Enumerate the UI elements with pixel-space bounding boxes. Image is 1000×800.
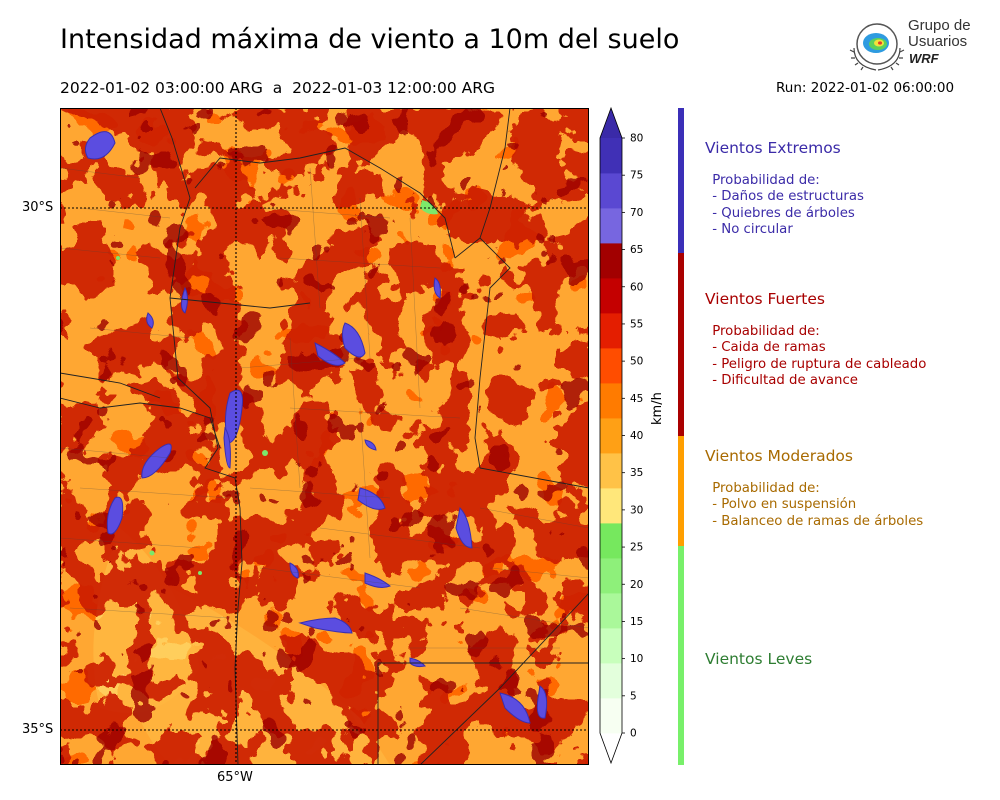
- forecast-period: 2022-01-02 03:00:00 ARG a 2022-01-03 12:…: [60, 79, 496, 97]
- colorbar-segment: [600, 453, 622, 489]
- very-strong-patches: [60, 108, 589, 765]
- light-wind-spots: [116, 200, 438, 575]
- lon-label-65w: 65°W: [217, 770, 253, 785]
- category-description: Probabilidad de: - Daños de estructuras …: [708, 173, 864, 238]
- colorbar-tick-label: 40: [630, 430, 643, 442]
- colorbar-tick-label: 50: [630, 356, 643, 368]
- category-title: Vientos Leves: [705, 650, 813, 668]
- colorbar-segment: [600, 593, 622, 629]
- logo-text: Grupo de Usuarios: [908, 18, 971, 50]
- colorbar-tick-label: 45: [630, 393, 643, 405]
- colorbar-segment: [600, 628, 622, 664]
- colorbar-segment: [600, 418, 622, 454]
- colorbar-over-arrow: [600, 108, 622, 138]
- colorbar-unit: km/h: [650, 392, 665, 425]
- lat-label-30s: 30°S: [22, 200, 54, 215]
- colorbar-segment: [600, 488, 622, 524]
- category-color-bar: [678, 108, 684, 253]
- colorbar-tick-label: 15: [630, 616, 643, 628]
- category-description-line: - Balanceo de ramas de árboles: [708, 513, 924, 529]
- wind-map: [60, 108, 589, 765]
- graticule: [60, 108, 589, 765]
- category-description-line: - Caida de ramas: [708, 340, 826, 356]
- colorbar: 0 5 10 15 20 25 30 35 40 45 50 55 60 65 70 75 80: [599, 106, 643, 765]
- category-description-line: - Dificultad de avance: [708, 372, 858, 388]
- colorbar-under-arrow: [600, 733, 622, 763]
- colorbar-tick-label: 80: [630, 133, 643, 145]
- colorbar-segment: [600, 278, 622, 314]
- colorbar-tick-label: 20: [630, 579, 643, 591]
- logo-line1: Grupo de: [908, 17, 971, 34]
- category-description-line: - Daños de estructuras: [708, 189, 864, 205]
- colorbar-tick-label: 0: [630, 728, 637, 740]
- colorbar-segment: [600, 243, 622, 279]
- category-title: Vientos Extremos: [705, 139, 841, 157]
- colorbar-tick-label: 25: [630, 542, 643, 554]
- colorbar-tick-label: 75: [630, 170, 643, 182]
- colorbar-segment: [600, 698, 622, 734]
- category-title: Vientos Moderados: [705, 447, 853, 465]
- category-description-line: Probabilidad de:: [708, 173, 820, 188]
- map-title: Intensidad máxima de viento a 10m del su…: [60, 24, 680, 55]
- wind-category-legend: Vientos Extremos Probabilidad de: - Daño…: [672, 105, 992, 770]
- colorbar-tick-label: 65: [630, 244, 643, 256]
- colorbar-tick-label: 10: [630, 653, 643, 665]
- colorbar-tick-label: 30: [630, 504, 643, 516]
- category-description-line: - Quiebres de árboles: [708, 205, 855, 221]
- laurel-icon: [849, 47, 905, 71]
- map-frame: [60, 108, 589, 765]
- category-description-line: Probabilidad de:: [708, 481, 820, 496]
- logo-brand: WRF: [909, 51, 939, 66]
- colorbar-segment: [600, 173, 622, 209]
- colorbar-segment: [600, 313, 622, 349]
- colorbar-tick-label: 70: [630, 207, 643, 219]
- wrf-logo: [849, 23, 905, 71]
- colorbar-tick-label: 5: [630, 690, 637, 702]
- category-color-bar: [678, 546, 684, 765]
- radar-swirl-icon: [863, 33, 889, 53]
- colorbar-tick-label: 35: [630, 467, 643, 479]
- category-color-bar: [678, 436, 684, 546]
- category-description-line: - Peligro de ruptura de cableado: [708, 356, 927, 372]
- colorbar-segment: [600, 663, 622, 699]
- colorbar-segment: [600, 348, 622, 384]
- colorbar-segment: [600, 523, 622, 559]
- category-title: Vientos Fuertes: [705, 290, 825, 308]
- category-description: Probabilidad de: - Caida de ramas - Peli…: [708, 324, 926, 389]
- colorbar-tick-label: 55: [630, 318, 643, 330]
- run-time: Run: 2022-01-02 06:00:00: [776, 80, 955, 96]
- province-borders: [60, 108, 589, 765]
- colorbar-tick-label: 60: [630, 281, 643, 293]
- category-description: Probabilidad de: - Polvo en suspensión -…: [708, 481, 923, 530]
- colorbar-segment: [600, 558, 622, 594]
- logo-line2: Usuarios: [908, 33, 968, 50]
- colorbar-segment: [600, 208, 622, 244]
- category-description-line: Probabilidad de:: [708, 324, 820, 339]
- lat-label-35s: 35°S: [22, 722, 54, 737]
- category-description-line: - Polvo en suspensión: [708, 497, 857, 513]
- category-description-line: - No circular: [708, 221, 793, 237]
- department-borders: [60, 167, 589, 649]
- category-color-bar: [678, 253, 684, 436]
- colorbar-segment: [600, 138, 622, 174]
- colorbar-segment: [600, 383, 622, 419]
